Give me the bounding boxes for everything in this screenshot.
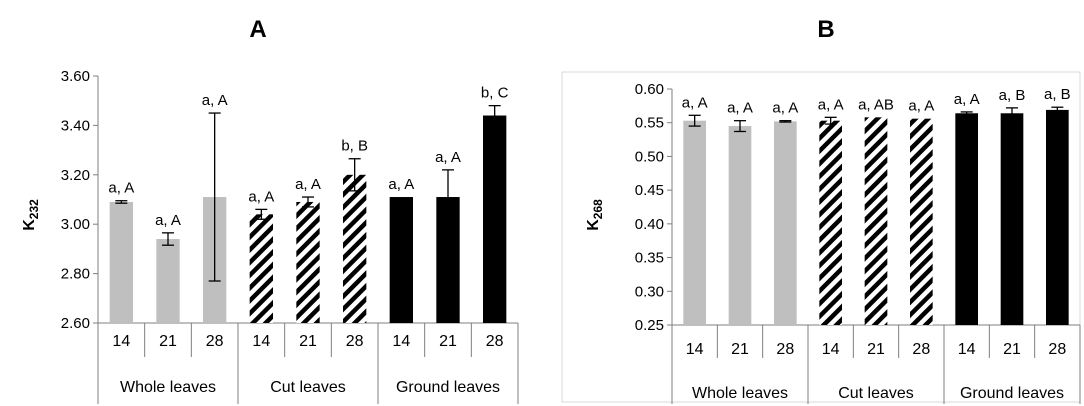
chart-a-x-tick-label: 28 bbox=[486, 333, 504, 350]
chart-a-significance-label: a, A bbox=[155, 212, 181, 229]
chart-b-x-tick-label: 21 bbox=[1003, 341, 1021, 358]
chart-a-bar bbox=[156, 239, 180, 323]
chart-a-bar bbox=[109, 201, 133, 323]
chart-a-x-tick-label: 28 bbox=[206, 333, 224, 350]
chart-b-significance-label: a, B bbox=[1044, 86, 1071, 103]
chart-a-x-tick-label: 14 bbox=[252, 333, 270, 350]
chart-a-significance-label: b, C bbox=[481, 85, 509, 102]
chart-a-significance-label: a, A bbox=[108, 180, 134, 197]
chart-b-x-tick-label: 21 bbox=[731, 341, 749, 358]
chart-b-bar bbox=[910, 118, 933, 325]
chart-b-x-tick-label: 28 bbox=[912, 341, 930, 358]
chart-b-x-tick-label: 28 bbox=[776, 341, 794, 358]
chart-b-bar bbox=[864, 117, 888, 325]
chart-b-y-tick-label: 0.50 bbox=[635, 148, 664, 165]
chart-b-significance-label: a, A bbox=[908, 98, 934, 115]
chart-b-bar bbox=[683, 120, 706, 325]
chart-b-x-tick-label: 14 bbox=[958, 341, 976, 358]
chart-b-x-tick-label: 14 bbox=[822, 341, 840, 358]
chart-b-bar bbox=[1046, 109, 1069, 325]
chart-a-y-axis-label: K232 bbox=[21, 199, 41, 231]
chart-b-x-tick-label: 28 bbox=[1048, 341, 1066, 358]
chart-a-y-tick-label: 3.20 bbox=[61, 167, 90, 184]
chart-a-bar bbox=[389, 197, 413, 323]
chart-a-group-label: Whole leaves bbox=[120, 379, 216, 396]
chart-a-bar bbox=[343, 174, 367, 323]
chart-b-y-tick-label: 0.60 bbox=[635, 81, 664, 98]
chart-b-bar bbox=[774, 121, 797, 325]
chart-b-x-tick-label: 14 bbox=[686, 341, 704, 358]
chart-a-y-tick-label: 3.00 bbox=[61, 216, 90, 233]
chart-b-y-tick-label: 0.40 bbox=[635, 216, 664, 233]
chart-a-y-tick-label: 3.60 bbox=[61, 68, 90, 85]
chart-a-significance-label: b, B bbox=[341, 138, 368, 155]
chart-a-significance-label: a, A bbox=[388, 176, 414, 193]
chart-a-significance-label: a, A bbox=[248, 188, 274, 205]
chart-b-significance-label: a, A bbox=[772, 100, 798, 117]
chart-b-group-label: Cut leaves bbox=[838, 385, 914, 402]
chart-b-significance-label: a, AB bbox=[858, 96, 894, 113]
chart-a-group-label: Ground leaves bbox=[396, 379, 500, 396]
chart-a-significance-label: a, A bbox=[435, 149, 461, 166]
chart-a-y-tick-label: 2.80 bbox=[61, 266, 90, 283]
chart-a-x-tick-label: 21 bbox=[159, 333, 177, 350]
chart-b-significance-label: a, A bbox=[954, 91, 980, 108]
chart-b-bar bbox=[819, 120, 842, 325]
chart-a-y-tick-label: 2.60 bbox=[61, 315, 90, 332]
chart-a-x-tick-label: 21 bbox=[299, 333, 317, 350]
chart-b-significance-label: a, B bbox=[999, 87, 1026, 104]
chart-b-plot: 0.25 0.30 0.35 0.40 0.45 0.50 0.55 0.60 a, A 14 a,… bbox=[635, 81, 1081, 404]
chart-b-significance-label: a, A bbox=[682, 94, 708, 111]
chart-b-y-tick-label: 0.55 bbox=[635, 115, 664, 132]
chart-a-significance-label: a, A bbox=[202, 92, 228, 109]
chart-a-bar bbox=[296, 201, 320, 323]
chart-a-bar bbox=[436, 197, 460, 323]
chart-a-y-tick-label: 3.40 bbox=[61, 117, 90, 134]
chart-b-x-tick-label: 21 bbox=[867, 341, 885, 358]
chart-panel-b: B K268 0.25 0.30 0.35 0.40 0.45 0.50 0.55 0.60 a… bbox=[561, 16, 1081, 404]
chart-b-significance-label: a, A bbox=[727, 100, 753, 117]
chart-a-title: A bbox=[249, 16, 266, 43]
chart-panel-a: A K232 2.60 2.80 3.00 3.20 3.40 3.60 a, A 14 a, … bbox=[21, 16, 519, 404]
chart-a-x-tick-label: 21 bbox=[439, 333, 457, 350]
chart-b-bar bbox=[728, 126, 752, 325]
chart-a-significance-label: a, A bbox=[295, 176, 321, 193]
chart-b-y-tick-label: 0.35 bbox=[635, 250, 664, 267]
chart-b-bar bbox=[1000, 113, 1024, 325]
chart-a-plot: 2.60 2.80 3.00 3.20 3.40 3.60 a, A 14 a, A 21 a, A… bbox=[61, 68, 519, 404]
chart-a-group-label: Cut leaves bbox=[270, 379, 346, 396]
chart-b-y-tick-label: 0.45 bbox=[635, 182, 664, 199]
chart-a-x-tick-label: 14 bbox=[112, 333, 130, 350]
chart-a-x-tick-label: 14 bbox=[392, 333, 410, 350]
chart-b-bar bbox=[955, 113, 978, 325]
chart-b-significance-label: a, A bbox=[818, 96, 844, 113]
chart-b-frame bbox=[561, 71, 1081, 403]
chart-a-bar bbox=[483, 115, 507, 324]
chart-a-x-tick-label: 28 bbox=[346, 333, 364, 350]
chart-b-title: B bbox=[817, 16, 834, 43]
chart-b-group-label: Ground leaves bbox=[960, 385, 1064, 402]
chart-a-bar bbox=[249, 214, 273, 323]
chart-b-y-tick-label: 0.25 bbox=[635, 317, 664, 334]
chart-b-group-label: Whole leaves bbox=[692, 385, 788, 402]
chart-b-y-axis-label: K268 bbox=[585, 199, 605, 231]
chart-b-y-tick-label: 0.30 bbox=[635, 283, 664, 300]
